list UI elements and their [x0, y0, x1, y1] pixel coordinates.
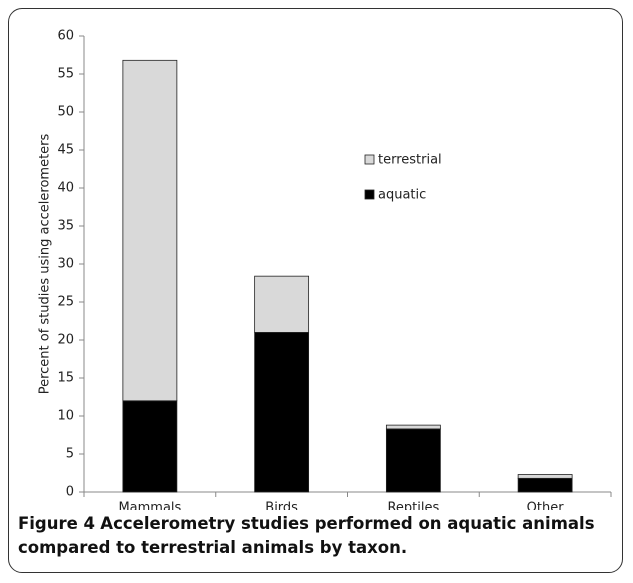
y-tick-label: 35	[57, 219, 74, 234]
legend-label: terrestrial	[378, 153, 442, 168]
legend-label: aquatic	[378, 188, 426, 203]
y-tick-label: 55	[57, 67, 74, 82]
y-tick-label: 25	[57, 295, 74, 310]
bar-segment	[517, 477, 573, 493]
y-tick-label: 10	[57, 409, 74, 424]
y-tick-label: 20	[57, 333, 74, 348]
y-tick-label: 15	[57, 371, 74, 386]
bar-segment	[254, 331, 310, 493]
y-tick-label: 45	[57, 143, 74, 158]
x-tick-label: Reptiles	[387, 501, 439, 511]
x-tick-label: Mammals	[118, 501, 181, 511]
chart: Percent of studies using accelerometers …	[38, 29, 612, 511]
bar-segment	[385, 428, 441, 493]
figure-card	[8, 8, 623, 573]
bar-segment	[254, 275, 310, 333]
y-tick-label: 5	[66, 447, 74, 462]
bar-segment	[385, 424, 441, 430]
y-tick-label: 50	[57, 105, 74, 120]
y-tick-label: 40	[57, 181, 74, 196]
bar-segment	[517, 474, 573, 479]
caption-text: Accelerometry studies performed on aquat…	[18, 514, 595, 557]
y-tick-label: 0	[66, 485, 74, 500]
y-tick-label: 60	[57, 29, 74, 44]
x-tick-label: Other	[527, 501, 565, 511]
y-axis-label: Percent of studies using accelerometers	[38, 133, 53, 394]
bar-segment	[122, 59, 178, 402]
legend-swatch	[364, 189, 375, 200]
legend-swatch	[364, 154, 375, 165]
x-tick-label: Birds	[265, 501, 298, 511]
caption-label: Figure 4	[18, 514, 96, 533]
caption: Figure 4 Accelerometry studies performed…	[18, 512, 618, 560]
y-tick-label: 30	[57, 257, 74, 272]
bar-segment	[122, 400, 178, 493]
